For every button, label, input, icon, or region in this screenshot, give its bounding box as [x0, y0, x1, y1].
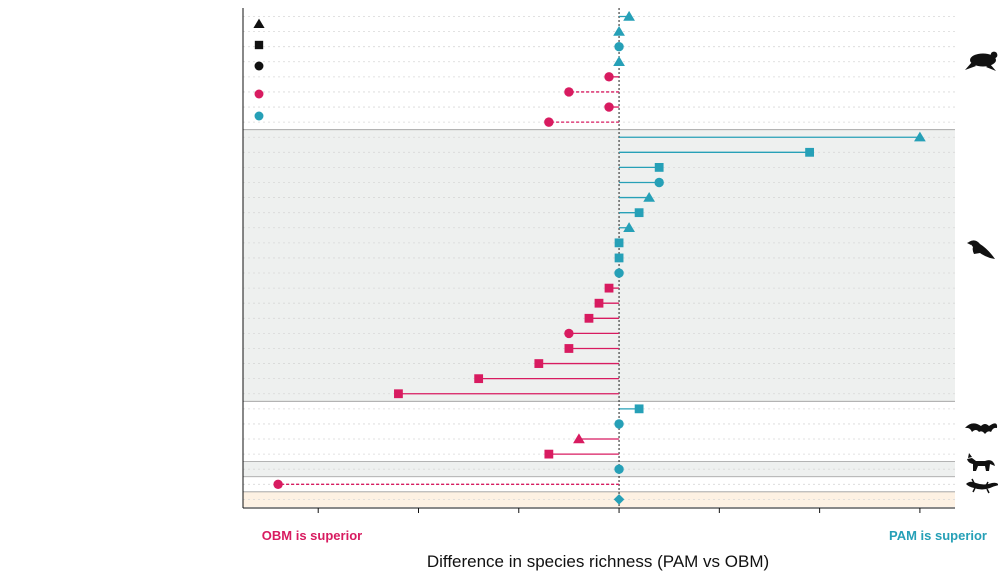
- study-marker-square: [614, 253, 624, 263]
- legend-triangle-icon: [253, 18, 265, 28]
- study-markers: [273, 10, 926, 505]
- study-marker-square: [534, 359, 544, 368]
- legend-circle-icon: [254, 61, 264, 71]
- x-axis: [242, 8, 955, 513]
- study-marker-triangle: [613, 25, 625, 36]
- study-marker-circle: [614, 41, 624, 52]
- study-marker-triangle: [573, 433, 585, 444]
- study-marker-circle: [654, 177, 664, 188]
- study-marker-square: [634, 208, 644, 218]
- study-marker-circle: [604, 102, 614, 112]
- lizard-body: [966, 481, 998, 490]
- group-bands: [243, 129, 955, 507]
- fox-icon: [967, 453, 995, 471]
- study-marker-circle: [614, 419, 624, 429]
- group-band-bird: [243, 129, 955, 402]
- bird-icon: [967, 240, 995, 259]
- bat-body: [965, 423, 998, 434]
- legend-lower-icon: [254, 89, 264, 99]
- x-axis-title: Difference in species richness (PAM vs O…: [427, 552, 769, 571]
- study-marker-square: [614, 238, 624, 248]
- fox-ear: [968, 453, 972, 458]
- group-separators: [243, 129, 955, 493]
- study-marker-square: [564, 344, 574, 353]
- study-marker-square: [394, 389, 403, 399]
- left-note: OBM is superior: [262, 528, 362, 543]
- study-marker-triangle: [623, 222, 635, 232]
- bird-beak: [967, 241, 971, 245]
- study-marker-circle: [544, 117, 554, 127]
- study-marker-square: [594, 298, 604, 308]
- taxon-icons: [965, 51, 998, 494]
- frog-body: [970, 53, 996, 67]
- legend-square-icon: [254, 40, 264, 50]
- study-marker-circle: [614, 464, 624, 474]
- row-gridlines: [243, 16, 955, 500]
- frog-icon: [965, 51, 998, 71]
- lizard-legs: [971, 478, 990, 494]
- bat-icon: [965, 423, 998, 434]
- lizard-icon: [966, 478, 998, 494]
- study-marker-circle: [564, 87, 574, 97]
- right-note: PAM is superior: [889, 528, 987, 543]
- study-marker-square: [474, 374, 484, 384]
- study-marker-circle: [273, 479, 283, 489]
- study-marker-circle: [564, 328, 574, 339]
- fox-body: [967, 458, 995, 471]
- frog-legs: [965, 62, 996, 71]
- study-marker-square: [634, 404, 644, 414]
- study-marker-square: [604, 283, 614, 293]
- difference-segments: [278, 15, 920, 485]
- study-marker-triangle: [914, 131, 926, 142]
- study-marker-square: [544, 449, 554, 459]
- average-marker: [613, 494, 625, 505]
- study-marker-square: [654, 163, 664, 172]
- study-marker-triangle: [643, 191, 656, 202]
- study-marker-circle: [604, 72, 614, 82]
- legend-higher-icon: [254, 111, 264, 121]
- study-marker-triangle: [613, 56, 625, 66]
- legend: [253, 18, 265, 121]
- study-marker-square: [584, 313, 594, 323]
- study-marker-triangle: [623, 10, 635, 21]
- study-marker-circle: [614, 268, 624, 278]
- bird-body: [969, 240, 995, 259]
- frog-eye: [990, 51, 998, 59]
- study-marker-square: [805, 147, 814, 157]
